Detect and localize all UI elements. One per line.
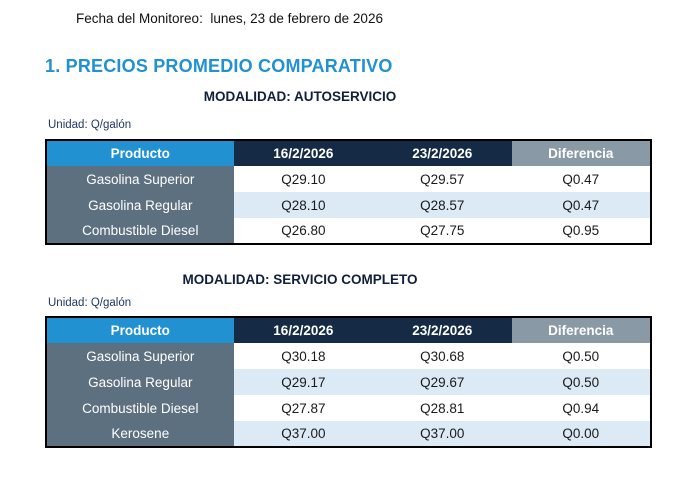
column-header-difference: Diferencia bbox=[511, 317, 651, 343]
column-header-curr-date: 23/2/2026 bbox=[373, 140, 512, 166]
prev-price-cell: Q37.00 bbox=[233, 421, 374, 447]
column-header-prev-date: 16/2/2026 bbox=[233, 317, 374, 343]
product-cell: Gasolina Superior bbox=[46, 166, 234, 192]
curr-price-cell: Q27.75 bbox=[373, 218, 512, 244]
monitoring-date-line: Fecha del Monitoreo: lunes, 23 de febrer… bbox=[76, 11, 383, 26]
table-row: Kerosene Q37.00 Q37.00 Q0.00 bbox=[46, 421, 651, 447]
prev-price-cell: Q30.18 bbox=[233, 343, 374, 369]
product-cell: Gasolina Regular bbox=[46, 192, 234, 218]
column-header-difference: Diferencia bbox=[511, 140, 651, 166]
price-table-autoservicio: Producto 16/2/2026 23/2/2026 Diferencia … bbox=[45, 139, 652, 245]
diff-cell: Q0.50 bbox=[511, 343, 651, 369]
product-cell: Kerosene bbox=[46, 421, 234, 447]
modality-title-servicio-completo: MODALIDAD: SERVICIO COMPLETO bbox=[182, 272, 418, 287]
diff-cell: Q0.47 bbox=[511, 192, 651, 218]
diff-cell: Q0.00 bbox=[511, 421, 651, 447]
column-header-prev-date: 16/2/2026 bbox=[233, 140, 374, 166]
diff-cell: Q0.47 bbox=[511, 166, 651, 192]
curr-price-cell: Q30.68 bbox=[373, 343, 512, 369]
prev-price-cell: Q29.10 bbox=[233, 166, 374, 192]
diff-cell: Q0.94 bbox=[511, 395, 651, 421]
table-row: Gasolina Superior Q29.10 Q29.57 Q0.47 bbox=[46, 166, 651, 192]
product-cell: Combustible Diesel bbox=[46, 395, 234, 421]
product-cell: Combustible Diesel bbox=[46, 218, 234, 244]
table-row: Combustible Diesel Q26.80 Q27.75 Q0.95 bbox=[46, 218, 651, 244]
product-cell: Gasolina Regular bbox=[46, 369, 234, 395]
curr-price-cell: Q29.57 bbox=[373, 166, 512, 192]
curr-price-cell: Q28.57 bbox=[373, 192, 512, 218]
column-header-product: Producto bbox=[46, 317, 234, 343]
column-header-curr-date: 23/2/2026 bbox=[373, 317, 512, 343]
table-row: Gasolina Regular Q28.10 Q28.57 Q0.47 bbox=[46, 192, 651, 218]
unit-label: Unidad: Q/galón bbox=[48, 297, 132, 309]
table-row: Gasolina Superior Q30.18 Q30.68 Q0.50 bbox=[46, 343, 651, 369]
unit-label: Unidad: Q/galón bbox=[48, 119, 132, 131]
prev-price-cell: Q28.10 bbox=[233, 192, 374, 218]
diff-cell: Q0.95 bbox=[511, 218, 651, 244]
prev-price-cell: Q27.87 bbox=[233, 395, 374, 421]
column-header-product: Producto bbox=[46, 140, 234, 166]
product-cell: Gasolina Superior bbox=[46, 343, 234, 369]
table-row: Combustible Diesel Q27.87 Q28.81 Q0.94 bbox=[46, 395, 651, 421]
table-header-row: Producto 16/2/2026 23/2/2026 Diferencia bbox=[46, 140, 651, 166]
curr-price-cell: Q28.81 bbox=[373, 395, 512, 421]
prev-price-cell: Q29.17 bbox=[233, 369, 374, 395]
section-title: 1. PRECIOS PROMEDIO COMPARATIVO bbox=[45, 56, 393, 76]
modality-title-autoservicio: MODALIDAD: AUTOSERVICIO bbox=[203, 89, 397, 104]
curr-price-cell: Q37.00 bbox=[373, 421, 512, 447]
diff-cell: Q0.50 bbox=[511, 369, 651, 395]
price-table-servicio-completo: Producto 16/2/2026 23/2/2026 Diferencia … bbox=[45, 316, 652, 448]
table-header-row: Producto 16/2/2026 23/2/2026 Diferencia bbox=[46, 317, 651, 343]
curr-price-cell: Q29.67 bbox=[373, 369, 512, 395]
table-row: Gasolina Regular Q29.17 Q29.67 Q0.50 bbox=[46, 369, 651, 395]
prev-price-cell: Q26.80 bbox=[233, 218, 374, 244]
